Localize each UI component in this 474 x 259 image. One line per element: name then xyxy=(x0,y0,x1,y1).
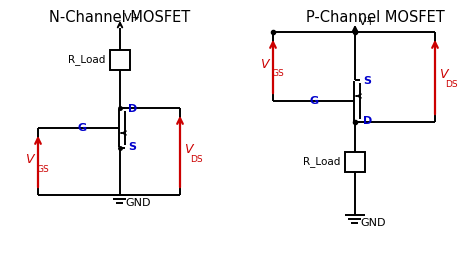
Text: G: G xyxy=(310,96,319,106)
Text: G: G xyxy=(78,123,87,133)
Text: V+: V+ xyxy=(359,17,376,27)
Text: DS: DS xyxy=(190,155,202,163)
Text: GND: GND xyxy=(360,218,385,228)
Text: V: V xyxy=(261,58,269,71)
Text: V: V xyxy=(184,143,192,156)
Text: R_Load: R_Load xyxy=(68,55,105,66)
Text: DS: DS xyxy=(445,80,457,89)
Bar xyxy=(345,152,365,172)
Text: P-Channel MOSFET: P-Channel MOSFET xyxy=(306,10,444,25)
Text: GS: GS xyxy=(272,69,285,78)
Text: V: V xyxy=(26,153,34,166)
Text: V+: V+ xyxy=(124,13,141,23)
Text: GND: GND xyxy=(125,198,151,208)
Bar xyxy=(110,50,130,70)
Text: V: V xyxy=(439,68,447,82)
Text: S: S xyxy=(128,142,136,152)
Text: D: D xyxy=(128,104,137,114)
Text: GS: GS xyxy=(37,164,50,174)
Text: R_Load: R_Load xyxy=(302,156,340,168)
Text: S: S xyxy=(363,76,371,86)
Text: N-Channel MOSFET: N-Channel MOSFET xyxy=(49,10,191,25)
Text: D: D xyxy=(363,116,372,126)
